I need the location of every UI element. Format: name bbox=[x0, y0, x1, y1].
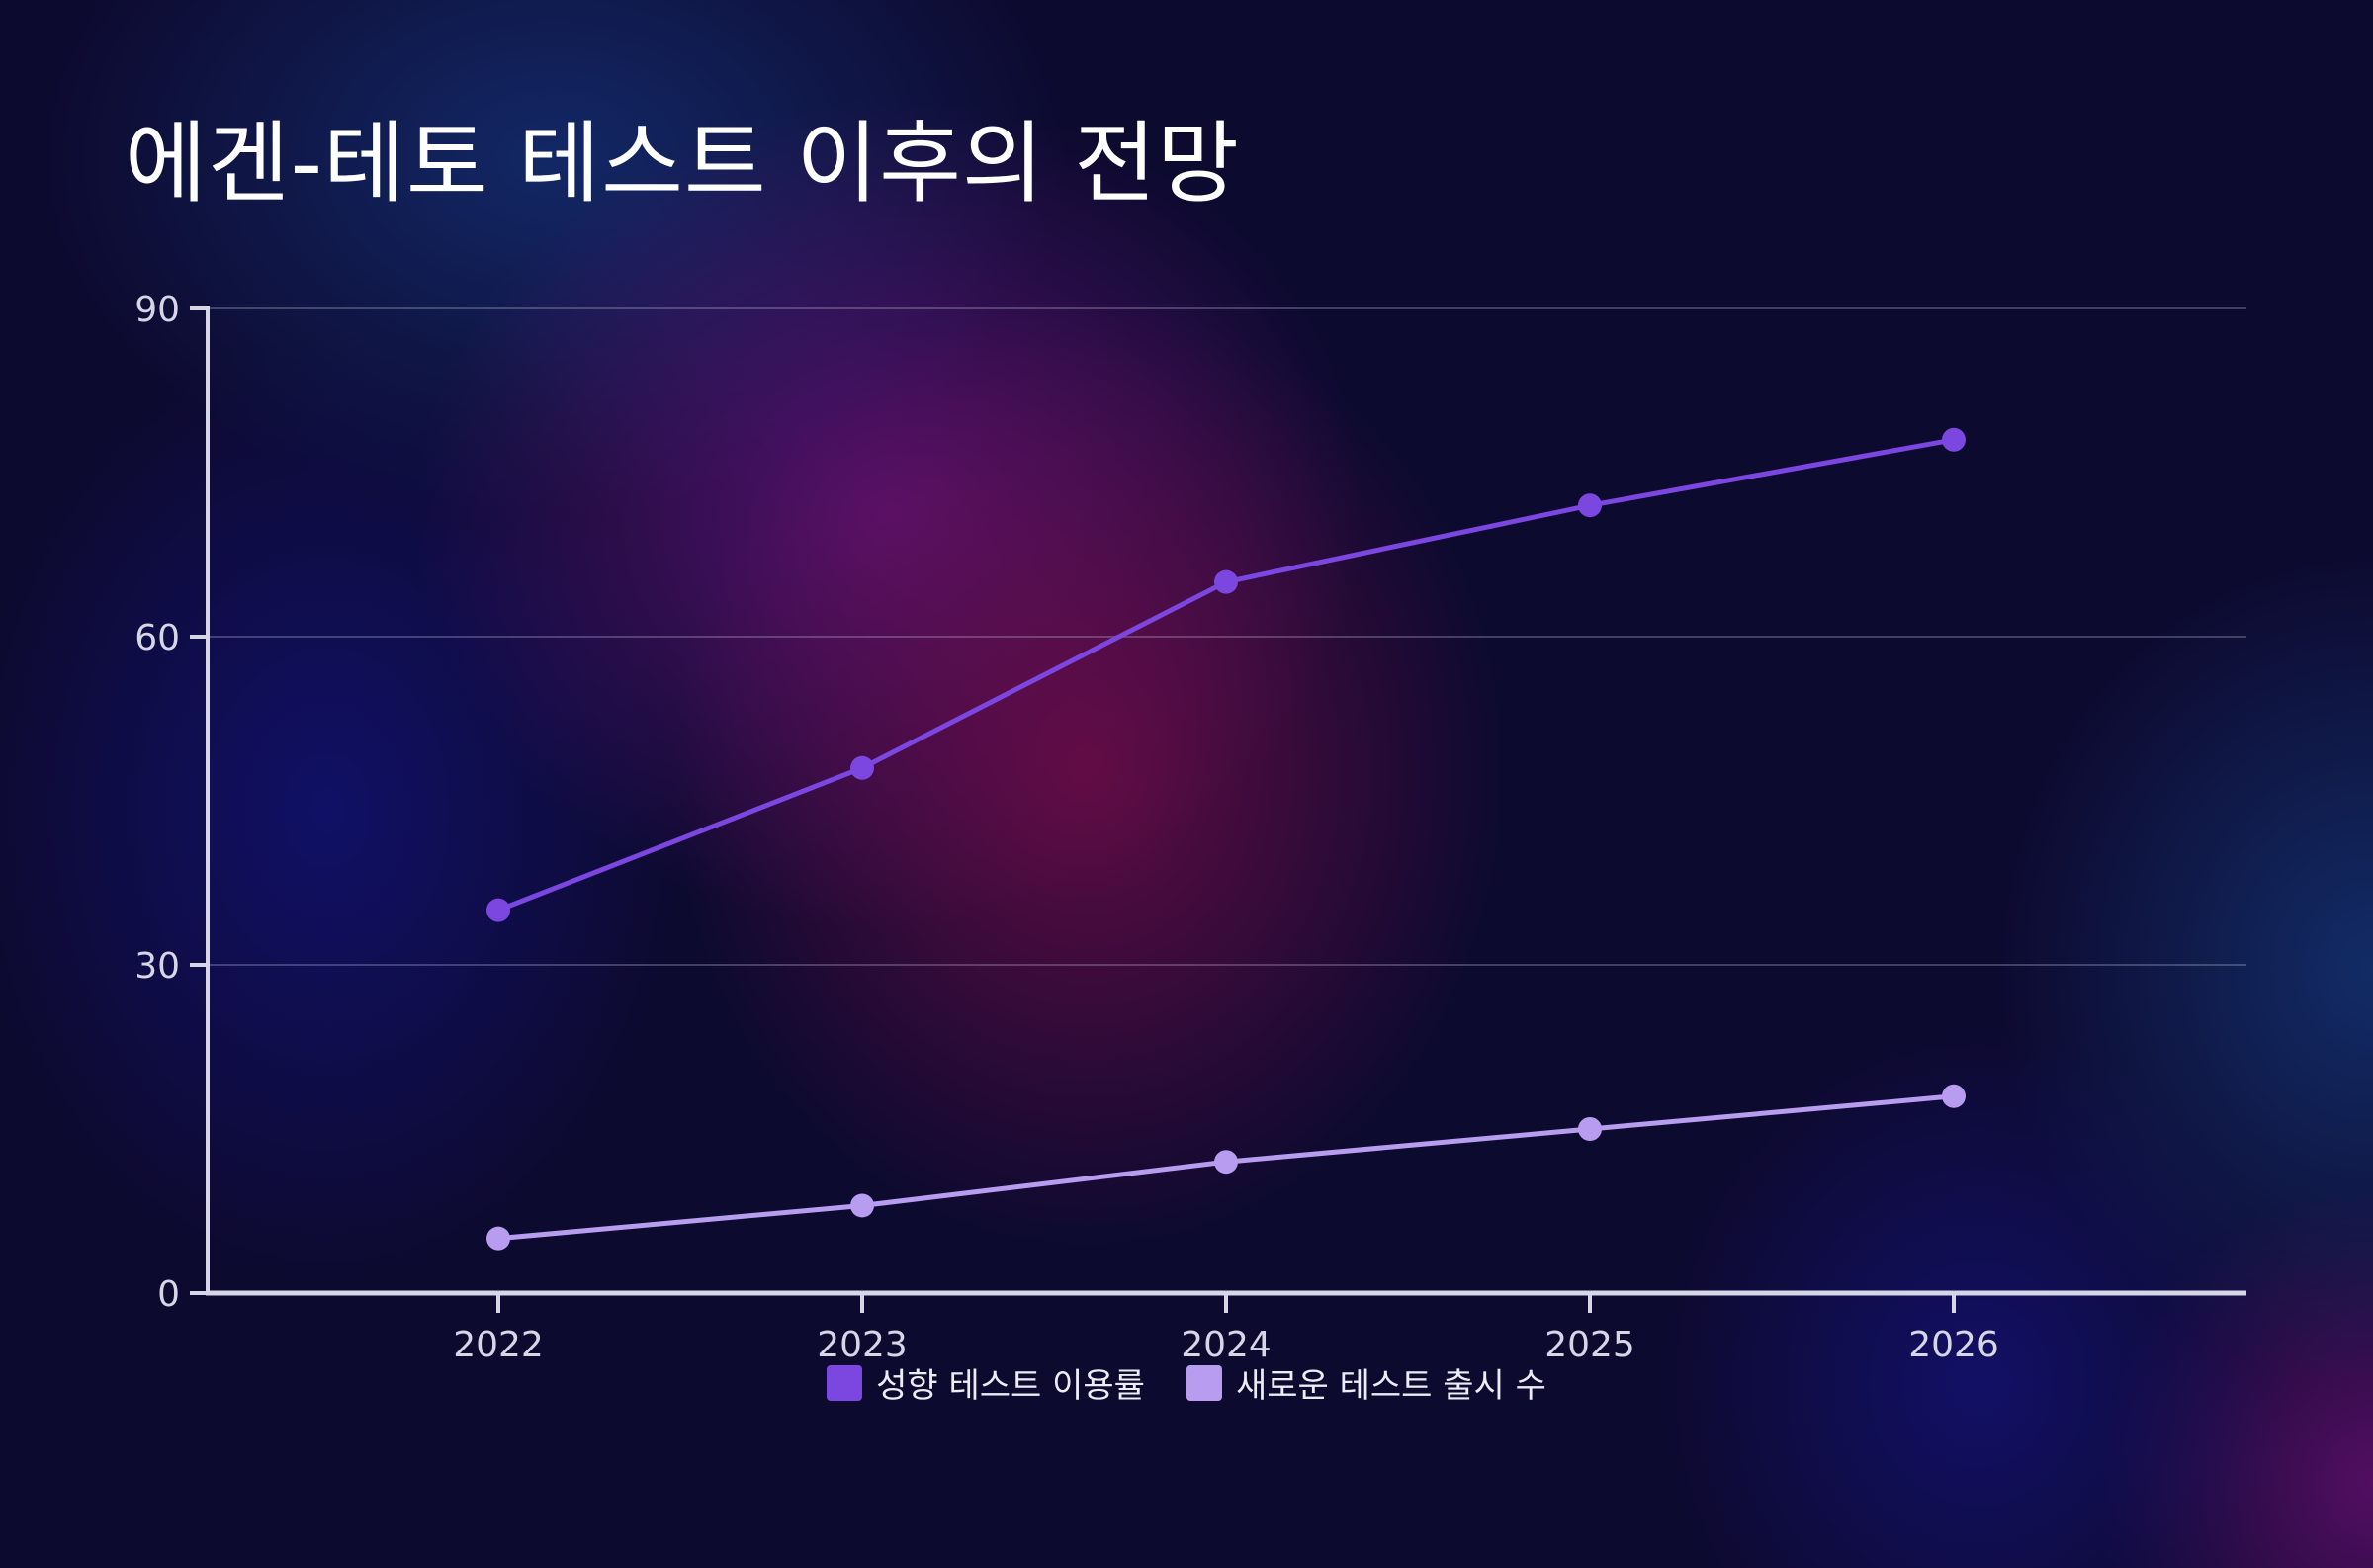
x-tick-label-2024: 2024 bbox=[1181, 1325, 1272, 1365]
data-point-series-0-2026 bbox=[1942, 427, 1966, 452]
legend-item-series-0: 성향 테스트 이용률 bbox=[827, 1358, 1145, 1407]
series-0 bbox=[486, 427, 1966, 922]
legend-label-series-1: 새로운 테스트 출시 수 bbox=[1235, 1366, 1546, 1406]
y-tick-label-0: 0 bbox=[157, 1274, 180, 1315]
y-axis-ticks: 0 30 60 90 bbox=[134, 290, 208, 1315]
x-tick-label-2026: 2026 bbox=[1908, 1325, 1999, 1365]
data-point-series-1-2024 bbox=[1214, 1150, 1238, 1175]
data-point-series-0-2025 bbox=[1578, 493, 1602, 518]
y-tick-label-60: 60 bbox=[134, 618, 180, 658]
data-point-series-1-2023 bbox=[850, 1193, 874, 1218]
legend-label-series-0: 성향 테스트 이용률 bbox=[876, 1366, 1145, 1406]
legend-swatch-series-0 bbox=[827, 1364, 863, 1401]
grid-lines bbox=[208, 307, 2246, 966]
y-tick-label-30: 30 bbox=[134, 946, 180, 987]
data-point-series-0-2022 bbox=[486, 898, 510, 922]
data-point-series-1-2022 bbox=[486, 1226, 510, 1251]
data-point-series-1-2025 bbox=[1578, 1117, 1602, 1141]
series-1 bbox=[486, 1084, 1966, 1251]
chart-title: 에겐-테토 테스트 이후의 전망 bbox=[125, 112, 1240, 216]
data-point-series-0-2024 bbox=[1214, 569, 1238, 594]
legend-item-series-1: 새로운 테스트 출시 수 bbox=[1186, 1358, 1546, 1407]
data-point-series-1-2026 bbox=[1942, 1084, 1966, 1108]
series-line-0 bbox=[497, 437, 1955, 913]
data-point-series-0-2023 bbox=[850, 755, 874, 780]
x-tick-label-2022: 2022 bbox=[453, 1325, 544, 1365]
legend: 성향 테스트 이용률 새로운 테스트 출시 수 bbox=[0, 1358, 2373, 1407]
x-tick-label-2023: 2023 bbox=[817, 1325, 908, 1365]
x-axis-ticks: 2022 2023 2024 2025 2026 bbox=[453, 1293, 1999, 1365]
x-tick-label-2025: 2025 bbox=[1544, 1325, 1635, 1365]
series-group bbox=[486, 427, 1966, 1251]
y-tick-label-90: 90 bbox=[134, 290, 180, 330]
axes bbox=[206, 306, 2246, 1296]
legend-swatch-series-1 bbox=[1186, 1364, 1222, 1401]
